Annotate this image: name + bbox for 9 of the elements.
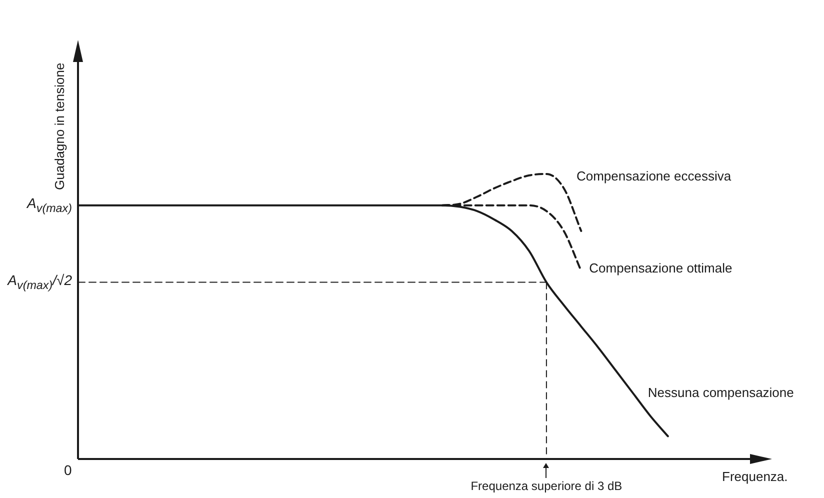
series-label: Compensazione ottimale: [589, 260, 732, 276]
x-axis-title: Frequenza.: [722, 469, 788, 484]
text: A$_{v(max)}$/√2: [8, 272, 72, 292]
series-label: Nessuna compensazione: [648, 384, 794, 400]
series-label: Compensazione eccessiva: [576, 168, 732, 184]
text: Frequenza superiore di 3 dB: [470, 479, 622, 493]
y-axis-title: Guadagno in tensione: [52, 62, 67, 190]
text: 0: [64, 462, 72, 478]
text: A$_{v(max)}$: [27, 195, 72, 216]
